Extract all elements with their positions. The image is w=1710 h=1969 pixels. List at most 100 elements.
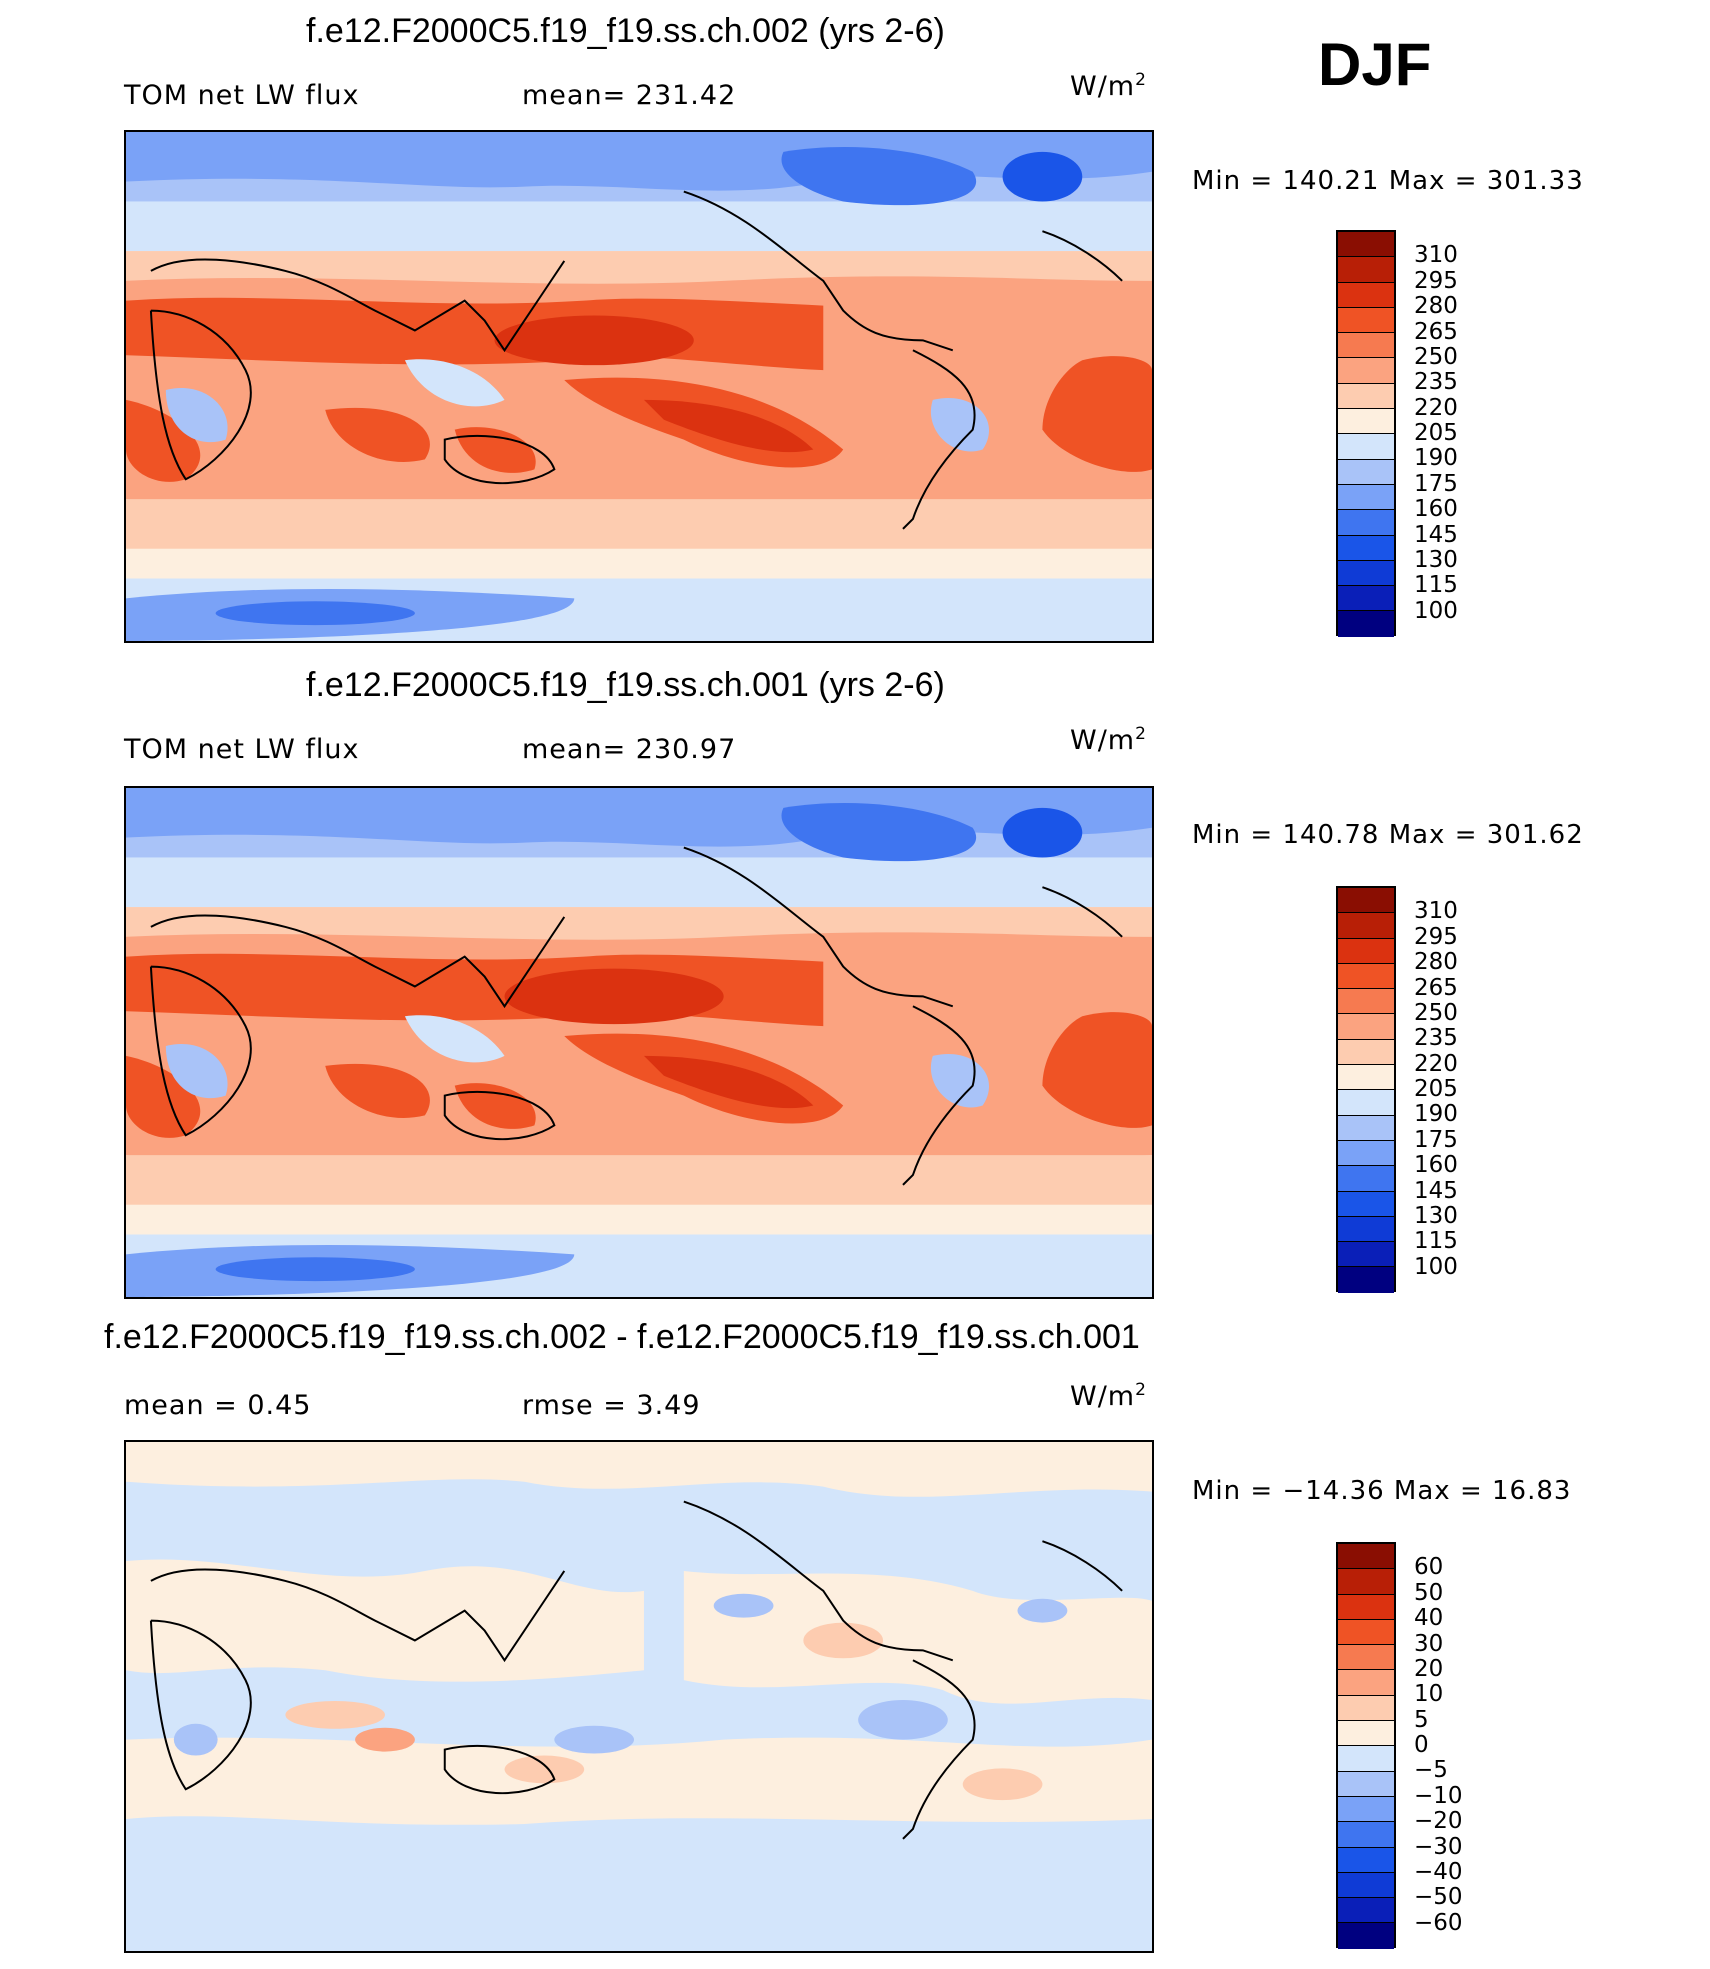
colorbar-tick-label: −10 <box>1414 1782 1463 1809</box>
colorbar-swatch <box>1338 560 1394 587</box>
colorbar-tick-label: 175 <box>1414 1126 1458 1153</box>
colorbar-swatch <box>1338 1721 1394 1747</box>
colorbar-swatch <box>1338 1771 1394 1797</box>
colorbar-swatch <box>1338 282 1394 308</box>
panel-1-colorbar <box>1336 230 1396 637</box>
panel-1-title: f.e12.F2000C5.f19_f19.ss.ch.002 (yrs 2-6… <box>306 12 945 50</box>
colorbar-swatch <box>1338 586 1394 612</box>
panel-1-mean-label: mean= 231.42 <box>522 80 737 111</box>
colorbar-tick-label: 295 <box>1414 923 1458 950</box>
panel-2-mean-label: mean= 230.97 <box>522 734 737 765</box>
colorbar-tick-label: 100 <box>1414 597 1458 624</box>
colorbar-tick-label: 40 <box>1414 1605 1444 1632</box>
panel-3-min-max: Min = −14.36 Max = 16.83 <box>1192 1476 1572 1506</box>
colorbar-tick-label: 10 <box>1414 1681 1444 1708</box>
colorbar-swatch <box>1338 1594 1394 1620</box>
colorbar-tick-label: 280 <box>1414 293 1458 320</box>
colorbar-tick-label: 30 <box>1414 1630 1444 1657</box>
colorbar-tick-label: 310 <box>1414 898 1458 925</box>
colorbar-tick-label: 250 <box>1414 999 1458 1026</box>
colorbar-swatch <box>1338 1216 1394 1243</box>
colorbar-swatch <box>1338 232 1394 258</box>
colorbar-tick-label: −60 <box>1414 1909 1463 1936</box>
colorbar-swatch <box>1338 1115 1394 1141</box>
colorbar-tick-label: 100 <box>1414 1253 1458 1280</box>
colorbar-swatch <box>1338 1242 1394 1268</box>
colorbar-swatch <box>1338 1796 1394 1823</box>
colorbar-tick-label: 220 <box>1414 1050 1458 1077</box>
colorbar-swatch <box>1338 1191 1394 1217</box>
colorbar-swatch <box>1338 333 1394 359</box>
colorbar-tick-label: 235 <box>1414 1025 1458 1052</box>
colorbar-tick-label: 250 <box>1414 343 1458 370</box>
colorbar-swatch <box>1338 1569 1394 1595</box>
colorbar-tick-label: 190 <box>1414 445 1458 472</box>
colorbar-tick-label: 50 <box>1414 1579 1444 1606</box>
panel-3-rmse-label: rmse = 3.49 <box>522 1390 701 1421</box>
colorbar-tick-label: 20 <box>1414 1655 1444 1682</box>
colorbar-swatch <box>1338 963 1394 990</box>
colorbar-tick-label: 160 <box>1414 496 1458 523</box>
colorbar-swatch <box>1338 888 1394 914</box>
colorbar-swatch <box>1338 1847 1394 1873</box>
panel-1-map <box>124 130 1154 643</box>
colorbar-swatch <box>1338 1872 1394 1899</box>
colorbar-swatch <box>1338 1746 1394 1772</box>
colorbar-tick-label: 0 <box>1414 1732 1429 1758</box>
panel-2-map-field <box>126 788 1152 1297</box>
colorbar-swatch <box>1338 484 1394 511</box>
colorbar-tick-label: −20 <box>1414 1808 1463 1835</box>
colorbar-swatch <box>1338 1619 1394 1646</box>
colorbar-tick-label: 130 <box>1414 1202 1458 1229</box>
colorbar-swatch <box>1338 1822 1394 1848</box>
panel-1-min-max: Min = 140.21 Max = 301.33 <box>1192 166 1584 196</box>
panel-3-title: f.e12.F2000C5.f19_f19.ss.ch.002 - f.e12.… <box>104 1318 1140 1356</box>
panel-1-map-field <box>126 132 1152 641</box>
colorbar-swatch <box>1338 358 1394 384</box>
colorbar-swatch <box>1338 1090 1394 1116</box>
panel-3-units: W/m2 <box>1070 1380 1147 1412</box>
colorbar-swatch <box>1338 938 1394 964</box>
colorbar-swatch <box>1338 1140 1394 1167</box>
colorbar-tick-label: −30 <box>1414 1833 1463 1860</box>
colorbar-swatch <box>1338 535 1394 561</box>
panel-1-variable-label: TOM net LW flux <box>124 80 360 111</box>
colorbar-swatch <box>1338 434 1394 460</box>
colorbar-swatch <box>1338 257 1394 283</box>
panel-2-min-max: Min = 140.78 Max = 301.62 <box>1192 820 1584 850</box>
panel-2-units: W/m2 <box>1070 724 1147 756</box>
colorbar-tick-label: 145 <box>1414 1177 1458 1204</box>
colorbar-tick-label: 130 <box>1414 546 1458 573</box>
colorbar-swatch <box>1338 409 1394 435</box>
colorbar-tick-label: 295 <box>1414 267 1458 294</box>
colorbar-tick-label: 5 <box>1414 1706 1429 1733</box>
colorbar-tick-label: 160 <box>1414 1152 1458 1179</box>
colorbar-tick-label: 190 <box>1414 1101 1458 1128</box>
panel-2-colorbar <box>1336 886 1396 1293</box>
panel-2-map <box>124 786 1154 1299</box>
colorbar-tick-label: −5 <box>1414 1757 1448 1784</box>
colorbar-swatch <box>1338 1898 1394 1924</box>
colorbar-tick-label: 115 <box>1414 572 1458 599</box>
colorbar-swatch <box>1338 1695 1394 1722</box>
colorbar-tick-label: 235 <box>1414 369 1458 396</box>
colorbar-swatch <box>1338 383 1394 410</box>
panel-3-mean-label: mean = 0.45 <box>124 1390 312 1421</box>
panel-3-colorbar <box>1336 1542 1396 1949</box>
colorbar-tick-label: 145 <box>1414 521 1458 548</box>
season-label: DJF <box>1318 31 1432 98</box>
colorbar-swatch <box>1338 1923 1394 1949</box>
colorbar-swatch <box>1338 611 1394 637</box>
colorbar-swatch <box>1338 307 1394 334</box>
colorbar-tick-label: 265 <box>1414 974 1458 1001</box>
colorbar-swatch <box>1338 913 1394 939</box>
colorbar-swatch <box>1338 459 1394 485</box>
colorbar-swatch <box>1338 1670 1394 1696</box>
colorbar-swatch <box>1338 1267 1394 1293</box>
colorbar-tick-label: 175 <box>1414 470 1458 497</box>
colorbar-swatch <box>1338 1065 1394 1091</box>
colorbar-tick-label: −50 <box>1414 1884 1463 1911</box>
colorbar-swatch <box>1338 1039 1394 1066</box>
colorbar-swatch <box>1338 1014 1394 1040</box>
colorbar-tick-label: 310 <box>1414 242 1458 269</box>
